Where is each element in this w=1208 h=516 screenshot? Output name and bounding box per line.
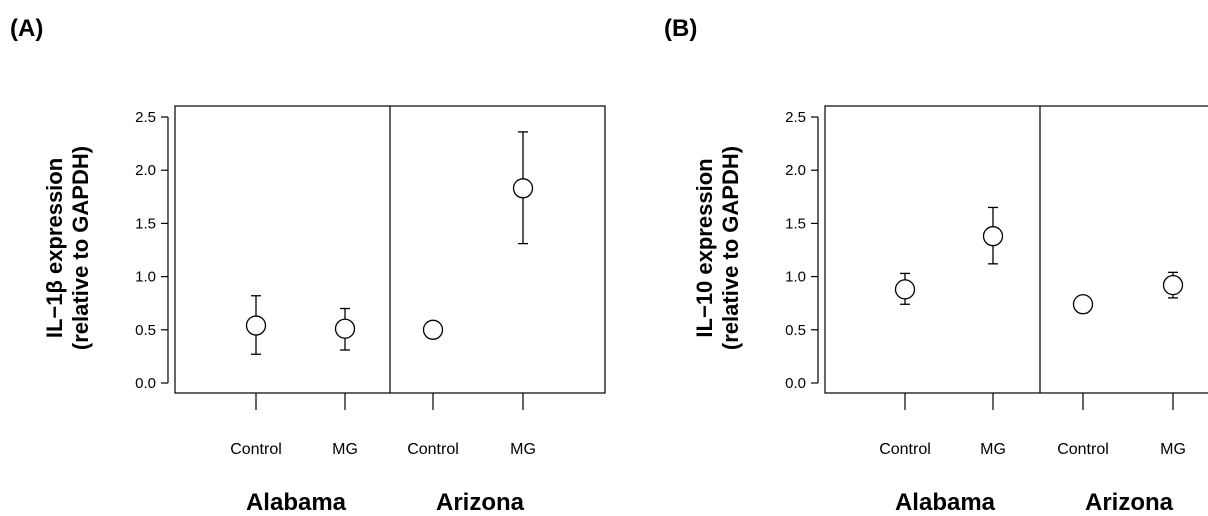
- y-tick-label: 1.5: [785, 215, 806, 232]
- y-tick-label: 0.5: [135, 322, 156, 339]
- plot-frame: [824, 105, 1208, 394]
- panel-label: (B): [664, 15, 697, 42]
- y-tick-label: 1.0: [785, 269, 806, 286]
- panel-label: (A): [10, 15, 43, 42]
- y-tick-label: 1.0: [135, 269, 156, 286]
- data-point: [422, 319, 444, 340]
- y-axis-label: IL−1β expression: [42, 158, 67, 338]
- y-axis-label: (relative to GAPDH): [718, 146, 743, 350]
- panel-b: (B) 0.0 0.5 1.0 1.5 2.0 2.5 IL−10 expression (re…: [664, 15, 1208, 516]
- y-tick-label: 0.0: [785, 375, 806, 392]
- group-label: Alabama: [246, 489, 347, 516]
- y-tick-label: 2.5: [785, 109, 806, 126]
- x-tick-label: Control: [407, 441, 459, 458]
- y-tick-label: 2.5: [135, 109, 156, 126]
- y-axis-label: (relative to GAPDH): [68, 146, 93, 350]
- data-point: [1162, 274, 1184, 296]
- x-tick-label: MG: [980, 441, 1006, 458]
- data-point: [245, 315, 267, 336]
- x-tick-label: Control: [879, 441, 931, 458]
- data-point: [1072, 294, 1094, 315]
- y-tick-label: 0.5: [785, 322, 806, 339]
- data-point: [894, 279, 916, 300]
- group-label: Alabama: [895, 489, 996, 516]
- y-tick-label: 1.5: [135, 215, 156, 232]
- x-tick-label: Control: [1057, 441, 1109, 458]
- data-point: [512, 178, 534, 199]
- data-point: [982, 226, 1004, 247]
- panel-a: (A) 0.0 0.5 1.0 1.5 2.0 2.5 IL−1β expression (re…: [10, 15, 606, 516]
- x-tick-label: Control: [230, 441, 282, 458]
- group-label: Arizona: [436, 489, 525, 516]
- y-axis-label: IL−10 expression: [692, 158, 717, 337]
- y-tick-label: 2.0: [785, 162, 806, 179]
- x-tick-label: MG: [510, 441, 536, 458]
- x-tick-label: MG: [332, 441, 358, 458]
- x-tick-label: MG: [1160, 441, 1186, 458]
- group-label: Arizona: [1085, 489, 1174, 516]
- data-point: [334, 318, 356, 339]
- y-tick-label: 2.0: [135, 162, 156, 179]
- y-tick-label: 0.0: [135, 375, 156, 392]
